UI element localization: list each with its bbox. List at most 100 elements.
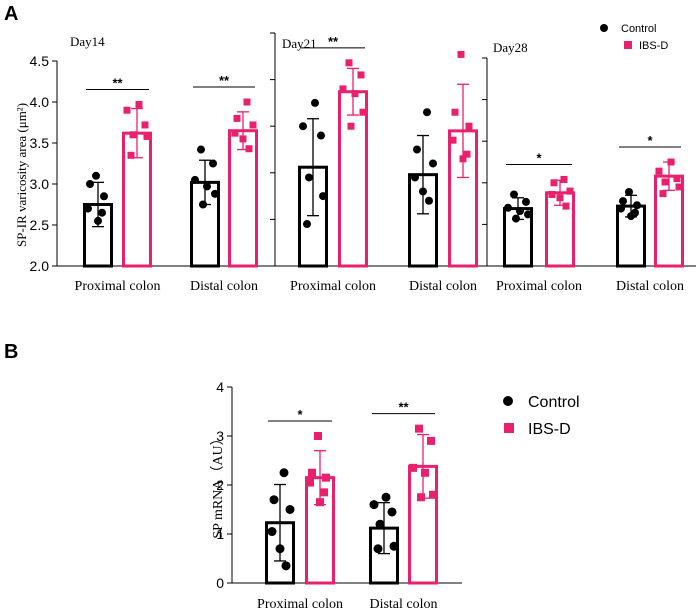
data-point <box>129 131 137 139</box>
legend-ibs-label: IBS-D <box>639 40 668 52</box>
significance-label: ** <box>328 34 339 49</box>
data-point <box>389 541 399 551</box>
data-point <box>233 114 241 122</box>
significance-label: * <box>647 133 653 148</box>
legend-control-marker <box>600 24 608 32</box>
chart-title: Day28 <box>493 40 528 55</box>
category-label: Distal colon <box>369 597 437 610</box>
data-point <box>429 159 437 168</box>
data-point <box>305 173 313 182</box>
legend-b-ibs-marker <box>504 423 514 433</box>
panel-a-y-axis-label: SP-IR varicosity area (μm²) <box>14 103 29 247</box>
data-point <box>279 468 289 478</box>
category-label: Distal colon <box>190 279 258 294</box>
y-tick-label: 3.0 <box>30 176 50 192</box>
data-point <box>417 493 425 502</box>
y-tick-label: 4.5 <box>30 53 50 69</box>
category-label: Distal colon <box>616 279 684 294</box>
legend-b-control-marker <box>503 396 513 406</box>
data-point <box>359 108 367 116</box>
data-point <box>373 544 383 554</box>
data-point <box>308 468 316 477</box>
data-point <box>243 98 251 106</box>
data-point <box>425 196 433 205</box>
chart-title: Day21 <box>282 36 317 51</box>
data-point <box>619 197 627 206</box>
data-point <box>322 473 330 482</box>
data-point <box>319 192 327 201</box>
y-tick-label: 4 <box>216 379 224 395</box>
data-point <box>127 151 135 159</box>
data-point <box>421 468 429 477</box>
significance-label: ** <box>219 73 230 88</box>
data-point <box>617 204 625 213</box>
data-point <box>197 145 205 154</box>
significance-label: * <box>536 150 542 165</box>
data-point <box>504 203 512 212</box>
data-point <box>562 202 570 210</box>
data-point <box>86 180 94 188</box>
chart-title: Day14 <box>70 34 105 49</box>
panel-a-legend: Control IBS-D <box>600 23 668 52</box>
data-point <box>320 488 328 497</box>
data-point <box>556 194 564 202</box>
data-point <box>345 59 353 67</box>
data-point <box>249 121 257 129</box>
data-point <box>351 90 359 98</box>
data-point <box>135 100 143 108</box>
data-point <box>314 432 322 440</box>
data-point <box>239 135 247 143</box>
data-point <box>98 208 106 217</box>
data-point <box>524 210 532 219</box>
data-point <box>299 122 307 131</box>
data-point <box>281 561 291 571</box>
legend-b-control-label: Control <box>528 394 580 411</box>
data-point <box>245 145 253 153</box>
data-point <box>633 201 641 210</box>
y-tick-label: 4.0 <box>30 94 50 110</box>
data-point <box>449 136 457 144</box>
data-point <box>465 122 473 130</box>
data-point <box>423 108 431 117</box>
data-point <box>357 71 365 79</box>
data-point <box>84 204 92 213</box>
data-point <box>667 158 675 166</box>
data-point <box>387 507 397 517</box>
panel-b-legend: Control IBS-D <box>503 394 580 438</box>
data-point <box>203 182 211 191</box>
legend-control-label: Control <box>621 23 656 35</box>
y-tick-label: 0 <box>216 575 224 591</box>
data-point <box>191 175 199 184</box>
significance-label: ** <box>112 75 123 90</box>
data-point <box>231 129 239 137</box>
data-point <box>548 190 556 198</box>
charts: 2.0 2.5 3.0 3.5 4.0 4.5 Day14 Proximal colon Dis… <box>30 32 696 610</box>
data-point <box>675 183 683 191</box>
category-label: Proximal colon <box>290 279 376 294</box>
category-label: Proximal colon <box>257 597 343 610</box>
panel-a-label: A <box>4 3 18 25</box>
data-point <box>92 171 100 180</box>
data-point <box>94 216 102 225</box>
data-point <box>375 519 385 529</box>
y-tick-label: 3 <box>216 428 224 444</box>
data-point <box>457 50 465 58</box>
data-point <box>415 424 423 433</box>
data-point <box>625 187 633 196</box>
panel-b-label: B <box>4 341 18 363</box>
panel-b-y-axis-label: SP mRNA（AU） <box>210 431 226 538</box>
chart-1: 2.0 2.5 3.0 3.5 4.0 4.5 Day14 Proximal colon Dis… <box>30 34 270 294</box>
legend-ibs-marker <box>624 41 632 49</box>
data-point <box>566 187 574 195</box>
data-point <box>123 106 131 114</box>
data-point <box>269 495 279 505</box>
data-point <box>143 132 151 140</box>
data-point <box>451 108 459 116</box>
data-point <box>419 187 427 196</box>
category-label: Proximal colon <box>496 279 582 294</box>
data-point <box>199 200 207 209</box>
data-point <box>211 189 219 198</box>
data-point <box>427 436 435 445</box>
data-point <box>516 207 524 216</box>
